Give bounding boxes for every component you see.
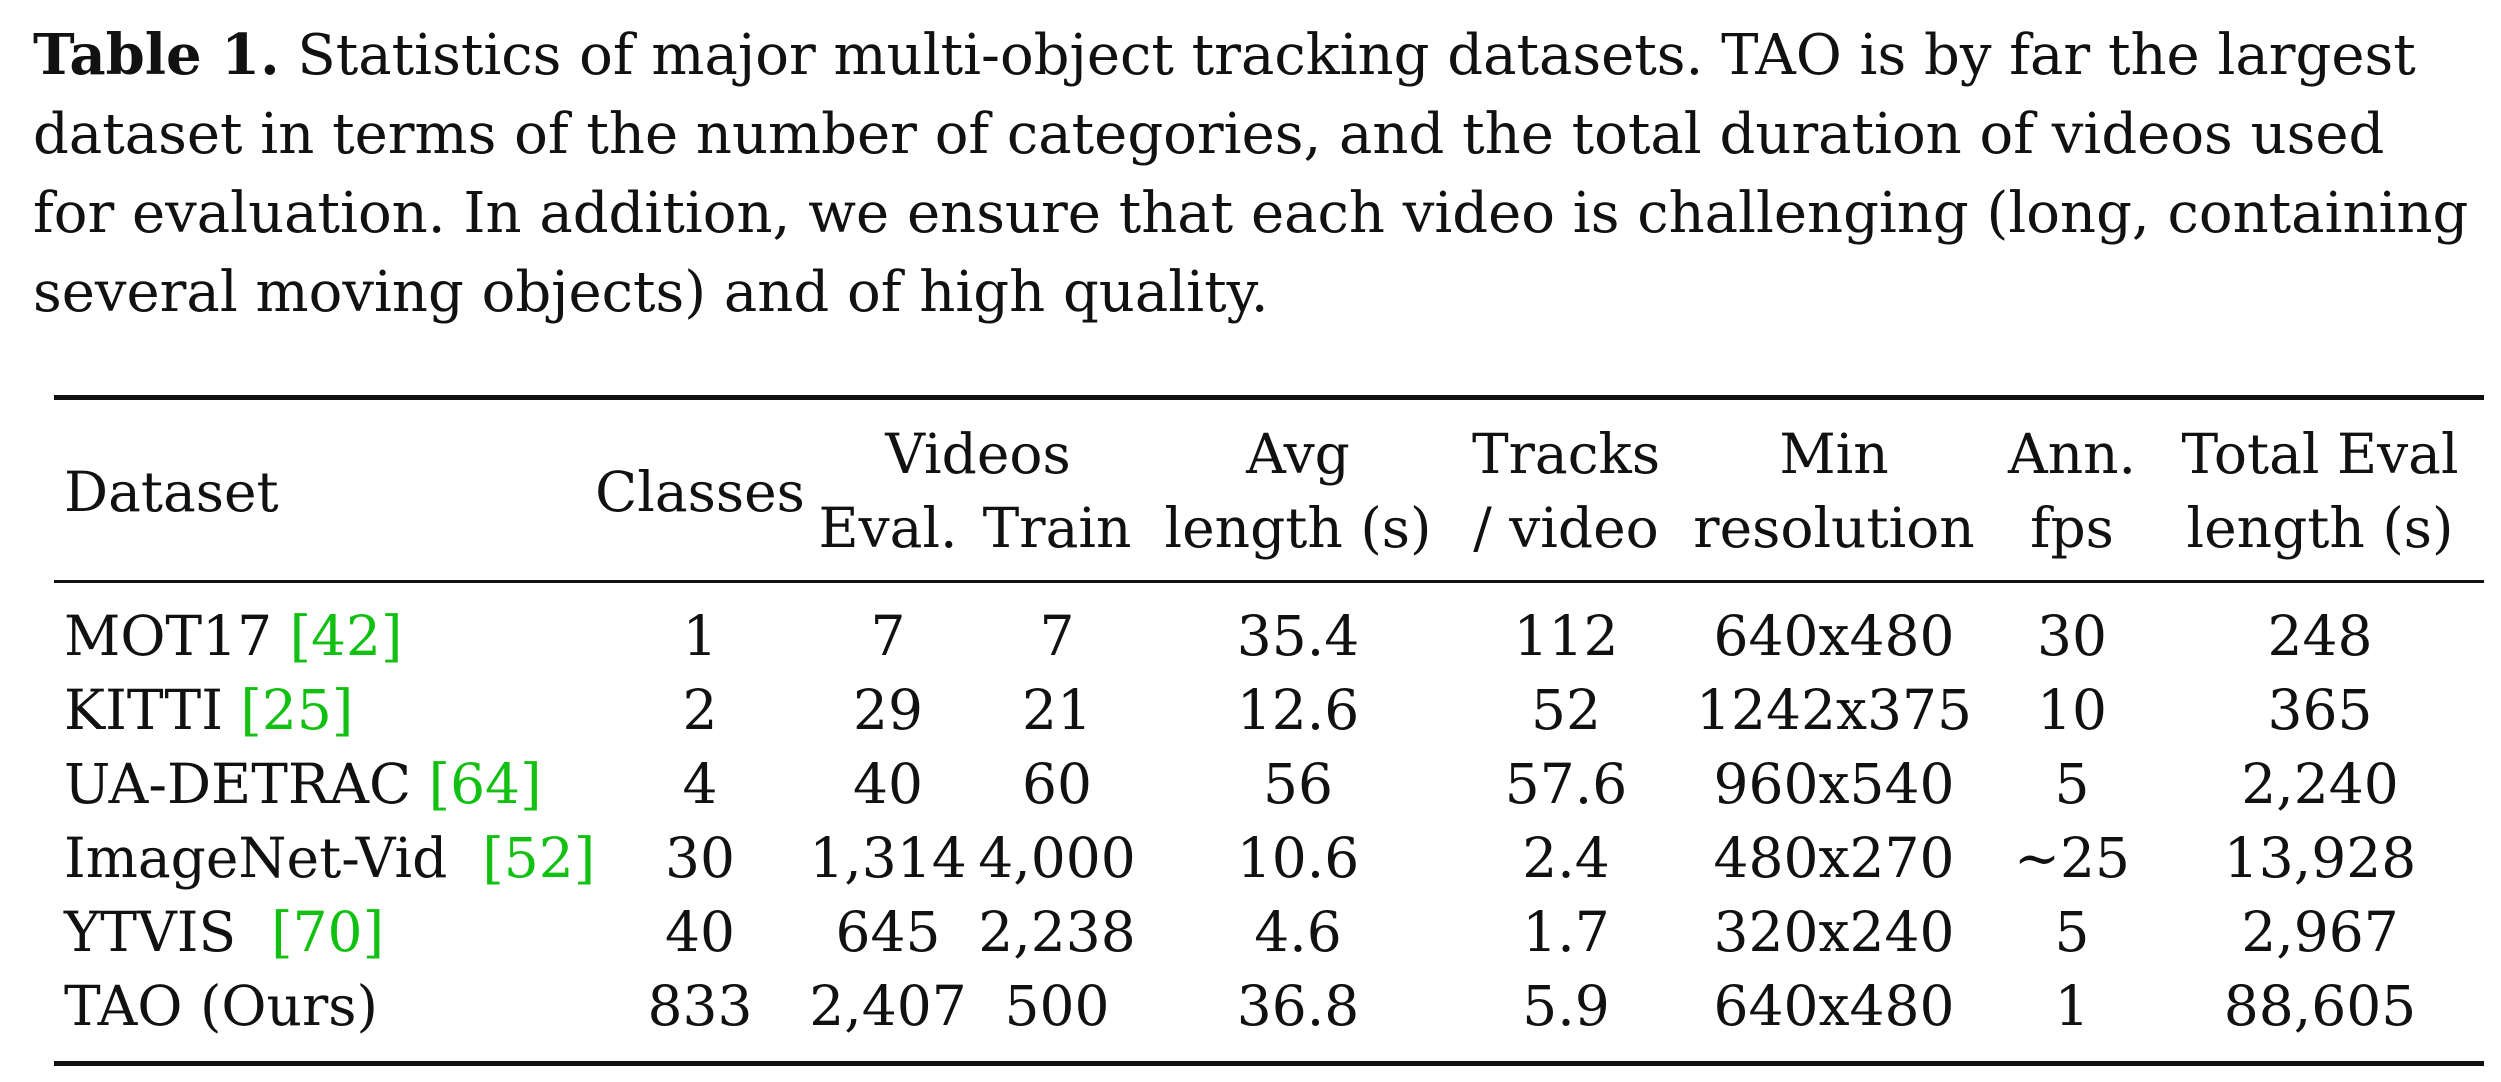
row-min-resolution: 640x480 (1713, 604, 1955, 668)
row-total-eval-length: 13,928 (2223, 826, 2417, 890)
row-avg-length: 4.6 (1254, 900, 1342, 964)
row-classes: 2 (682, 678, 718, 742)
row-dataset-name: MOT17 [42] (64, 604, 403, 668)
row-min-resolution: 640x480 (1713, 974, 1955, 1038)
row-min-resolution: 1242x375 (1696, 678, 1972, 742)
header-train: Train (982, 496, 1132, 560)
row-videos-train: 500 (1004, 974, 1110, 1038)
table-bottom-rule (54, 1061, 2484, 1066)
row-tracks-per-video: 5.9 (1522, 974, 1610, 1038)
row-dataset-name: ImageNet-Vid [52] (64, 826, 596, 890)
row-ann-fps: ∼25 (2013, 826, 2131, 890)
row-tracks-per-video: 2.4 (1522, 826, 1610, 890)
row-videos-eval: 7 (870, 604, 906, 668)
header-total-line2: length (s) (2186, 496, 2454, 560)
header-avg-line1: Avg (1246, 422, 1350, 486)
row-avg-length: 36.8 (1236, 974, 1360, 1038)
row-dataset-name: TAO (Ours) (64, 974, 378, 1038)
header-minres-line1: Min (1779, 422, 1889, 486)
header-total-line1: Total Eval (2181, 422, 2459, 486)
row-avg-length: 35.4 (1236, 604, 1360, 668)
table-header-rule (54, 580, 2484, 583)
row-classes: 30 (665, 826, 735, 890)
header-videos: Videos (885, 422, 1071, 486)
header-dataset: Dataset (64, 460, 279, 524)
caption-text-1: Statistics of major multi-object trackin… (279, 23, 2416, 88)
caption-label: Table 1. (33, 22, 280, 88)
row-total-eval-length: 2,967 (2241, 900, 2399, 964)
row-total-eval-length: 2,240 (2241, 752, 2399, 816)
row-total-eval-length: 365 (2267, 678, 2373, 742)
row-dataset-name: UA-DETRAC [64] (64, 752, 542, 816)
row-classes: 40 (665, 900, 735, 964)
citation-link[interactable]: 25 (261, 678, 332, 742)
header-fps-line1: Ann. (2007, 422, 2137, 486)
header-tracks-line1: Tracks (1471, 422, 1661, 486)
citation-link[interactable]: 70 (292, 900, 363, 964)
row-min-resolution: 320x240 (1713, 900, 1955, 964)
header-classes: Classes (595, 460, 805, 524)
row-videos-train: 7 (1039, 604, 1075, 668)
row-dataset-name: YTVIS [70] (64, 900, 385, 964)
row-videos-eval: 645 (835, 900, 941, 964)
row-total-eval-length: 88,605 (2223, 974, 2417, 1038)
row-videos-train: 4,000 (978, 826, 1136, 890)
row-classes: 833 (647, 974, 753, 1038)
row-tracks-per-video: 52 (1531, 678, 1601, 742)
citation-link[interactable]: 64 (450, 752, 521, 816)
table-top-rule (54, 395, 2484, 400)
row-videos-eval: 40 (853, 752, 923, 816)
caption-line-4: several moving objects) and of high qual… (33, 260, 1269, 325)
row-avg-length: 12.6 (1236, 678, 1360, 742)
row-ann-fps: 10 (2037, 678, 2107, 742)
table-caption: Table 1. Statistics of major multi-objec… (33, 16, 2499, 332)
row-videos-eval: 1,314 (809, 826, 967, 890)
header-fps-line2: fps (2030, 496, 2114, 560)
row-avg-length: 10.6 (1236, 826, 1360, 890)
row-avg-length: 56 (1263, 752, 1333, 816)
row-videos-eval: 2,407 (809, 974, 967, 1038)
row-videos-eval: 29 (853, 678, 923, 742)
row-ann-fps: 30 (2037, 604, 2107, 668)
row-ann-fps: 1 (2054, 974, 2090, 1038)
row-ann-fps: 5 (2054, 900, 2090, 964)
row-classes: 1 (682, 604, 718, 668)
row-dataset-name: KITTI [25] (64, 678, 354, 742)
header-minres-line2: resolution (1693, 496, 1975, 560)
row-tracks-per-video: 57.6 (1504, 752, 1628, 816)
caption-line-3: for evaluation. In addition, we ensure t… (33, 181, 2469, 246)
row-tracks-per-video: 112 (1513, 604, 1619, 668)
caption-line-1: Table 1. Statistics of major multi-objec… (33, 16, 2499, 95)
citation-link[interactable]: 52 (503, 826, 574, 890)
row-tracks-per-video: 1.7 (1522, 900, 1610, 964)
header-avg-line2: length (s) (1164, 496, 1432, 560)
row-min-resolution: 480x270 (1713, 826, 1955, 890)
row-min-resolution: 960x540 (1713, 752, 1955, 816)
row-videos-train: 2,238 (978, 900, 1136, 964)
row-classes: 4 (682, 752, 718, 816)
row-videos-train: 60 (1022, 752, 1092, 816)
row-videos-train: 21 (1022, 678, 1092, 742)
row-total-eval-length: 248 (2267, 604, 2373, 668)
citation-link[interactable]: 42 (311, 604, 382, 668)
row-ann-fps: 5 (2054, 752, 2090, 816)
header-tracks-line2: / video (1473, 496, 1659, 560)
caption-line-2: dataset in terms of the number of catego… (33, 102, 2385, 167)
header-eval: Eval. (818, 496, 958, 560)
